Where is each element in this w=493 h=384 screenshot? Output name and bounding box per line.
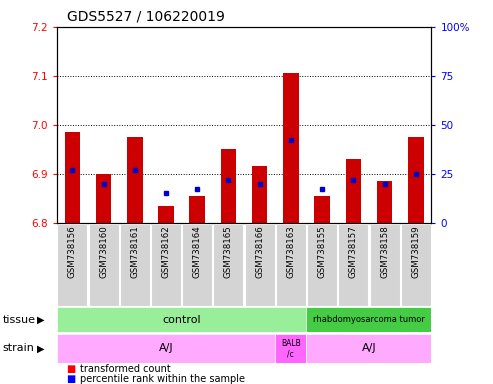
Text: rhabdomyosarcoma tumor: rhabdomyosarcoma tumor <box>313 315 425 324</box>
Bar <box>276 223 306 306</box>
Text: GSM738165: GSM738165 <box>224 225 233 278</box>
Bar <box>307 334 431 363</box>
Bar <box>57 334 275 363</box>
Text: transformed count: transformed count <box>80 364 171 374</box>
Bar <box>57 307 307 332</box>
Bar <box>65 132 80 223</box>
Text: ▶: ▶ <box>37 343 44 354</box>
Text: GSM738161: GSM738161 <box>130 225 139 278</box>
Bar <box>307 307 431 332</box>
Bar <box>307 223 337 306</box>
Bar <box>213 223 244 306</box>
Text: GSM738160: GSM738160 <box>99 225 108 278</box>
Bar <box>96 174 111 223</box>
Text: GSM738159: GSM738159 <box>411 225 420 278</box>
Bar <box>182 223 212 306</box>
Bar <box>89 223 118 306</box>
Bar <box>401 223 431 306</box>
Text: percentile rank within the sample: percentile rank within the sample <box>80 374 246 384</box>
Bar <box>275 334 307 363</box>
Text: GSM738158: GSM738158 <box>380 225 389 278</box>
Text: GDS5527 / 106220019: GDS5527 / 106220019 <box>67 9 224 23</box>
Bar <box>57 223 87 306</box>
Bar <box>377 181 392 223</box>
Text: GSM738162: GSM738162 <box>162 225 171 278</box>
Bar <box>221 149 236 223</box>
Text: tissue: tissue <box>2 314 35 325</box>
Bar <box>189 196 205 223</box>
Text: GSM738163: GSM738163 <box>286 225 295 278</box>
Text: GSM738155: GSM738155 <box>317 225 326 278</box>
Text: A/J: A/J <box>362 343 376 354</box>
Text: strain: strain <box>2 343 35 354</box>
Text: control: control <box>162 314 201 325</box>
Bar <box>120 223 150 306</box>
Bar <box>346 159 361 223</box>
Text: ▶: ▶ <box>37 314 44 325</box>
Text: GSM738166: GSM738166 <box>255 225 264 278</box>
Bar <box>245 223 275 306</box>
Bar <box>338 223 368 306</box>
Bar <box>370 223 399 306</box>
Text: GSM738157: GSM738157 <box>349 225 358 278</box>
Bar <box>408 137 423 223</box>
Bar <box>315 196 330 223</box>
Bar <box>283 73 299 223</box>
Text: A/J: A/J <box>159 343 173 354</box>
Text: ■: ■ <box>67 374 76 384</box>
Bar <box>127 137 142 223</box>
Bar <box>158 205 174 223</box>
Text: BALB
/c: BALB /c <box>281 339 301 358</box>
Text: GSM738164: GSM738164 <box>193 225 202 278</box>
Text: GSM738156: GSM738156 <box>68 225 77 278</box>
Text: ■: ■ <box>67 364 76 374</box>
Bar <box>151 223 181 306</box>
Bar <box>252 166 267 223</box>
